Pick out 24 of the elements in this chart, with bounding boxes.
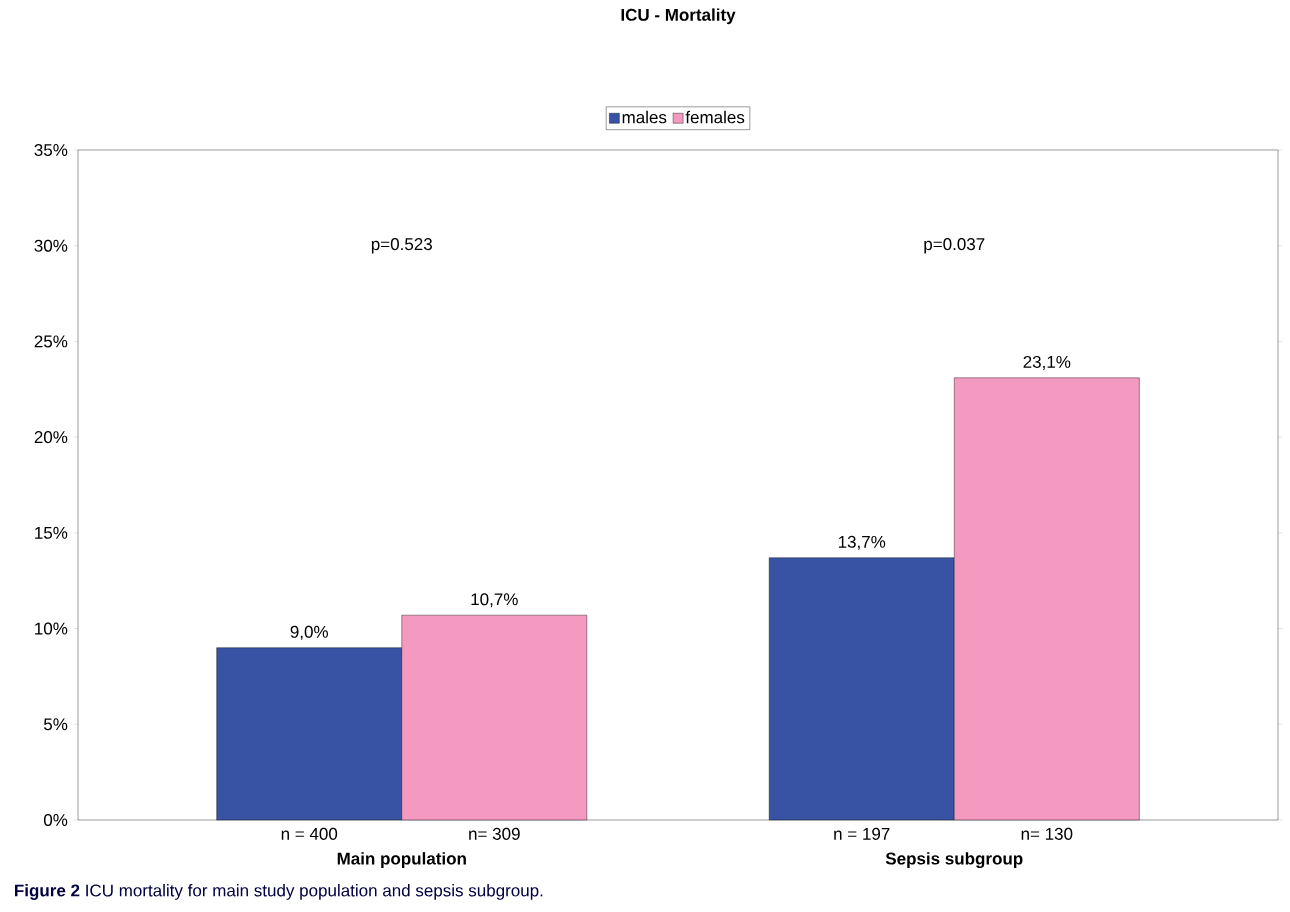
x-tick-label: Sepsis subgroup — [885, 852, 1023, 869]
y-tick-label: 25% — [34, 335, 68, 348]
text: n = 197 — [834, 827, 890, 840]
text: n= 130 — [1021, 827, 1073, 840]
x-tick-label: Main population — [337, 852, 466, 868]
annotation: p=0.037 — [924, 238, 985, 254]
legend-label: males — [622, 110, 667, 124]
text: n = 400 — [281, 827, 338, 840]
y-tick-label: 15% — [35, 526, 68, 539]
data-label: 23,1% — [1023, 355, 1071, 370]
y-tick-label: 20% — [34, 431, 68, 444]
y-tick-label: 5% — [43, 718, 68, 731]
text: n= 309 — [469, 827, 520, 840]
y-tick-label: 0% — [43, 813, 68, 827]
y-tick-label: 35% — [34, 143, 68, 157]
data-label: 10,7% — [471, 593, 518, 608]
annotation: p=0.523 — [371, 238, 432, 254]
text: Figure 2 ICU mortality for main study population and sepsis subgroup. — [15, 884, 543, 900]
y-tick-label: 10% — [35, 622, 68, 635]
chart-title: ICU - Mortality — [621, 8, 736, 25]
data-label: 13,7% — [838, 535, 886, 550]
legend-label: females — [685, 110, 745, 124]
y-tick-label: 30% — [34, 239, 68, 252]
data-label: 9,0% — [290, 625, 328, 640]
